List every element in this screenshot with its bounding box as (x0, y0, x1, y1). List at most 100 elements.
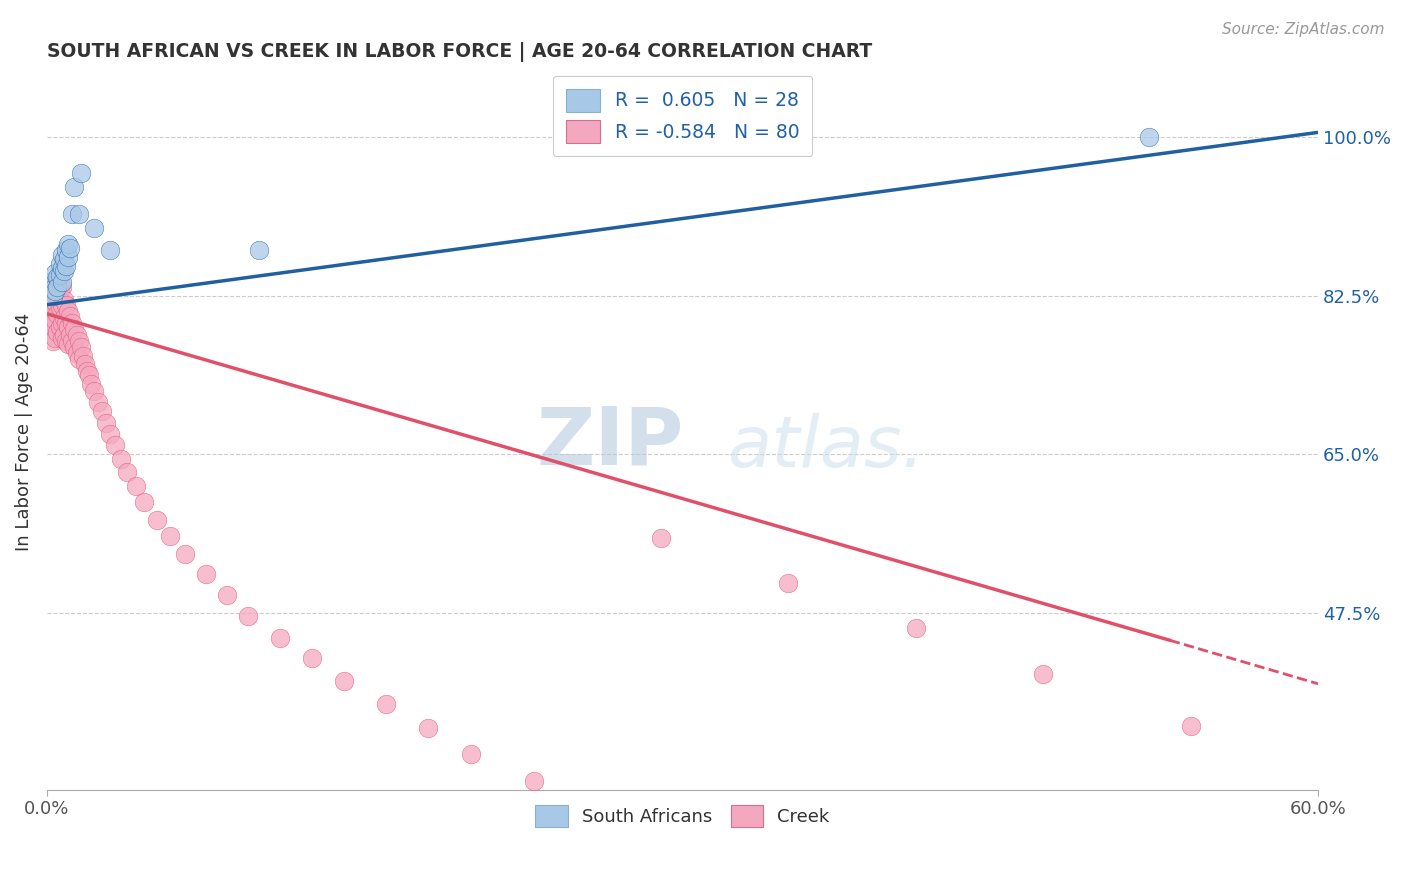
Point (51, 279, 73, 293)
Legend: South Africans, Creek: South Africans, Creek (529, 798, 837, 835)
Point (91, 404, 114, 418)
Point (87, 394, 110, 409)
Point (69, 166, 91, 180)
Point (418, 721, 440, 735)
Point (65, 345, 87, 359)
Point (48, 257, 70, 271)
Point (523, 773, 546, 788)
Point (72, 350, 94, 364)
Point (44, 284, 66, 298)
Point (44, 313, 66, 327)
Point (778, 576, 800, 591)
Point (301, 651, 323, 665)
Point (650, 531, 672, 545)
Point (48, 301, 70, 315)
Point (67, 334, 90, 348)
Point (59, 241, 82, 255)
Point (48, 284, 70, 298)
Text: SOUTH AFRICAN VS CREEK IN LABOR FORCE | AGE 20-64 CORRELATION CHART: SOUTH AFRICAN VS CREEK IN LABOR FORCE | … (46, 42, 872, 62)
Point (59, 310, 82, 324)
Point (117, 466, 139, 480)
Point (46, 288, 69, 302)
Point (48, 320, 70, 334)
Point (42, 302, 65, 317)
Point (76, 364, 98, 378)
Point (52, 311, 75, 326)
Point (51, 298, 73, 312)
Point (51, 248, 73, 262)
Point (38, 275, 60, 289)
Point (125, 479, 148, 493)
Point (159, 529, 181, 543)
Point (146, 513, 169, 527)
Point (55, 334, 77, 348)
Point (59, 327, 82, 342)
Point (173, 547, 195, 561)
Point (100, 244, 122, 258)
Point (63, 322, 86, 336)
Point (83, 384, 105, 398)
Y-axis label: In Labor Force | Age 20-64: In Labor Force | Age 20-64 (15, 312, 32, 550)
Point (374, 697, 396, 711)
Point (55, 244, 77, 258)
Point (56, 250, 79, 264)
Point (42, 318, 65, 333)
Point (39, 277, 62, 291)
Point (44, 331, 66, 345)
Point (134, 494, 156, 508)
Point (80, 376, 103, 391)
Point (586, 801, 609, 815)
Point (39, 293, 62, 308)
Point (63, 179, 86, 194)
Point (51, 316, 73, 330)
Point (44, 295, 66, 310)
Point (83, 220, 105, 235)
Point (46, 279, 69, 293)
Point (52, 293, 75, 308)
Point (96, 416, 118, 430)
Point (42, 334, 65, 348)
Point (46, 270, 69, 285)
Point (1032, 666, 1054, 681)
Point (52, 252, 75, 267)
Point (44, 266, 66, 280)
Point (841, 884, 863, 892)
Point (110, 451, 132, 466)
Point (238, 608, 260, 623)
Point (56, 336, 79, 351)
Point (67, 352, 90, 367)
Point (56, 304, 79, 318)
Point (332, 674, 354, 689)
Point (215, 588, 238, 602)
Point (60, 207, 83, 221)
Point (55, 316, 77, 330)
Point (52, 327, 75, 342)
Point (60, 316, 83, 330)
Point (1180, 719, 1202, 733)
Point (51, 261, 73, 276)
Point (69, 340, 91, 354)
Text: ZIP: ZIP (536, 403, 683, 482)
Text: Source: ZipAtlas.com: Source: ZipAtlas.com (1222, 22, 1385, 37)
Point (55, 298, 77, 312)
Point (104, 438, 127, 452)
Point (56, 320, 79, 334)
Point (100, 427, 122, 442)
Point (269, 631, 291, 645)
Point (38, 311, 60, 326)
Point (51, 331, 73, 345)
Point (56, 236, 79, 251)
Point (1137, 129, 1160, 144)
Point (67, 207, 90, 221)
Point (38, 275, 60, 289)
Point (42, 282, 65, 296)
Point (51, 275, 73, 289)
Point (46, 325, 69, 339)
Point (63, 340, 86, 354)
Point (460, 747, 482, 761)
Point (73, 357, 96, 371)
Point (55, 259, 77, 273)
Point (194, 567, 217, 582)
Point (42, 288, 65, 302)
Point (904, 622, 927, 636)
